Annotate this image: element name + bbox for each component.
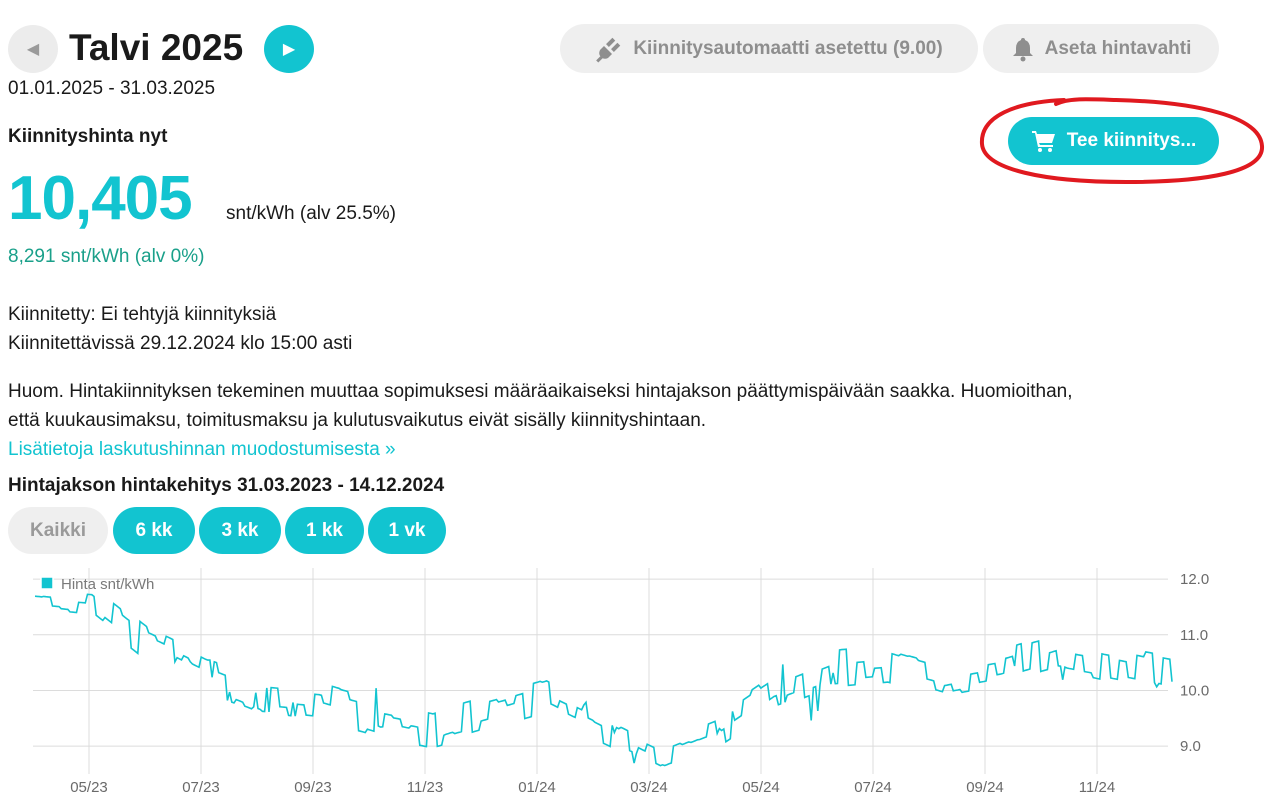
fixed-status: Kiinnitetty: Ei tehtyjä kiinnityksiä <box>8 304 277 325</box>
x-tick-label: 09/23 <box>294 779 332 796</box>
current-price-label: Kiinnityshinta nyt <box>8 126 168 147</box>
range-6m-button[interactable]: 6 kk <box>113 507 195 554</box>
previous-period-button[interactable]: ◀ <box>8 25 58 73</box>
bell-icon <box>1012 37 1033 61</box>
x-tick-label: 05/23 <box>70 779 108 796</box>
y-tick-label: 11.0 <box>1180 627 1208 644</box>
x-tick-label: 01/24 <box>518 779 556 796</box>
fix-deadline: Kiinnitettävissä 29.12.2024 klo 15:00 as… <box>8 333 353 354</box>
page-title: Talvi 2025 <box>69 27 244 68</box>
range-1m-button[interactable]: 1 kk <box>285 507 364 554</box>
chevron-right-icon: ▶ <box>282 41 296 58</box>
x-tick-label: 07/23 <box>182 779 220 796</box>
x-tick-label: 11/23 <box>407 779 443 796</box>
y-tick-label: 10.0 <box>1180 682 1209 699</box>
series-line <box>34 593 1173 767</box>
range-3m-button[interactable]: 3 kk <box>199 507 281 554</box>
current-price-unit: snt/kWh (alv 25.5%) <box>226 203 396 224</box>
note-line-1: Huom. Hintakiinnityksen tekeminen muutta… <box>8 381 1073 402</box>
next-period-button[interactable]: ▶ <box>264 25 314 73</box>
x-tick-label: 05/24 <box>742 779 780 796</box>
price-without-vat: 8,291 snt/kWh (alv 0%) <box>8 246 205 267</box>
plug-icon <box>596 37 621 63</box>
auto-fix-label: Kiinnitysautomaatti asetettu (9.00) <box>633 37 943 59</box>
chart-title: Hintajakson hintakehitys 31.03.2023 - 14… <box>8 475 445 496</box>
price-alert-label: Aseta hintavahti <box>1044 37 1192 59</box>
x-tick-label: 09/24 <box>966 779 1004 796</box>
y-tick-label: 9.0 <box>1180 738 1201 755</box>
auto-fix-button[interactable]: Kiinnitysautomaatti asetettu (9.00) <box>560 24 978 73</box>
price-chart: 9.0 10.0 11.0 12.0 05/23 07/23 09/23 11/23 01/24… <box>33 568 1209 796</box>
make-fix-label: Tee kiinnitys... <box>1066 130 1197 151</box>
x-tick-label: 03/24 <box>630 779 668 796</box>
x-tick-label: 07/24 <box>854 779 892 796</box>
legend-swatch <box>40 576 54 590</box>
period-date-range: 01.01.2025 - 31.03.2025 <box>8 78 216 99</box>
cart-icon <box>1031 131 1055 152</box>
legend-label: Hinta snt/kWh <box>61 576 154 593</box>
billing-info-link[interactable]: Lisätietoja laskutushinnan muodostumises… <box>8 439 396 460</box>
current-price-value: 10,405 <box>8 164 193 233</box>
price-alert-button[interactable]: Aseta hintavahti <box>983 24 1219 73</box>
annotation-circle <box>979 97 1265 185</box>
x-tick-label: 11/24 <box>1079 779 1115 796</box>
range-all-button[interactable]: Kaikki <box>8 507 108 554</box>
range-1w-button[interactable]: 1 vk <box>368 507 446 554</box>
note-line-2: että kuukausimaksu, toimitusmaksu ja kul… <box>8 410 707 431</box>
chevron-left-icon: ◀ <box>26 41 40 58</box>
y-tick-label: 12.0 <box>1180 571 1209 588</box>
make-fix-button[interactable]: Tee kiinnitys... <box>1008 117 1219 165</box>
